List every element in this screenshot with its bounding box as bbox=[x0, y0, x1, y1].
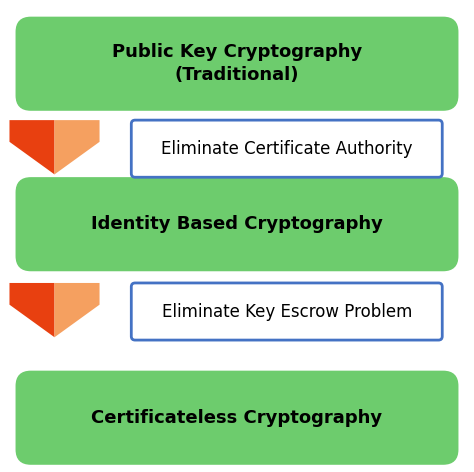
Text: Identity Based Cryptography: Identity Based Cryptography bbox=[91, 215, 383, 233]
Polygon shape bbox=[9, 120, 55, 174]
Polygon shape bbox=[55, 283, 100, 337]
Text: Eliminate Key Escrow Problem: Eliminate Key Escrow Problem bbox=[162, 303, 412, 320]
Polygon shape bbox=[9, 283, 55, 337]
FancyBboxPatch shape bbox=[131, 120, 442, 177]
Polygon shape bbox=[55, 120, 100, 174]
FancyBboxPatch shape bbox=[131, 283, 442, 340]
FancyBboxPatch shape bbox=[17, 18, 457, 110]
Text: Eliminate Certificate Authority: Eliminate Certificate Authority bbox=[161, 140, 412, 158]
Text: Public Key Cryptography
(Traditional): Public Key Cryptography (Traditional) bbox=[112, 43, 362, 84]
FancyBboxPatch shape bbox=[17, 372, 457, 464]
FancyBboxPatch shape bbox=[17, 178, 457, 270]
Text: Certificateless Cryptography: Certificateless Cryptography bbox=[91, 409, 383, 427]
